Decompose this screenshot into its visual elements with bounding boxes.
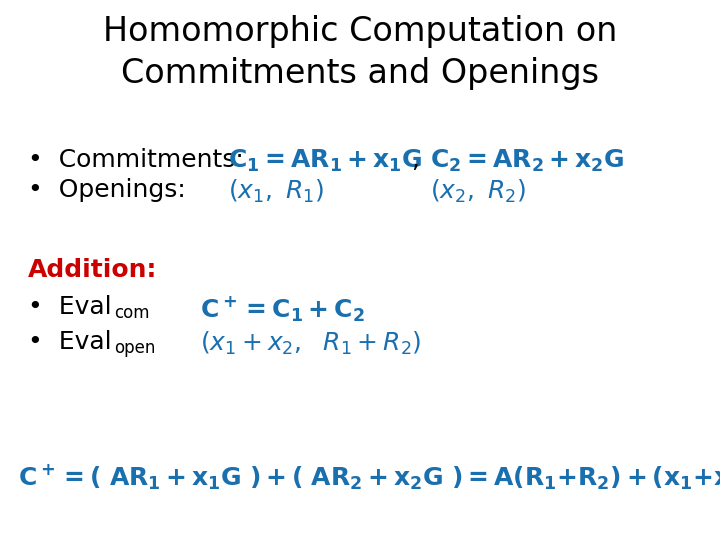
- Text: Homomorphic Computation on
Commitments and Openings: Homomorphic Computation on Commitments a…: [103, 15, 617, 90]
- Text: •  Eval: • Eval: [28, 295, 112, 319]
- Text: open: open: [114, 339, 156, 357]
- Text: $(x_1,\ R_1)$: $(x_1,\ R_1)$: [228, 178, 324, 205]
- Text: $\mathbf{C_1 = AR_1 + x_1G}$: $\mathbf{C_1 = AR_1 + x_1G}$: [228, 148, 423, 174]
- Text: $\mathbf{C^+ = (\ AR_1 + x_1G\ ) + (\ AR_2 + x_2G\ ) = A(R_1{+}R_2) + (x_1{+}x_2: $\mathbf{C^+ = (\ AR_1 + x_1G\ ) + (\ AR…: [18, 463, 720, 492]
- Text: Addition:: Addition:: [28, 258, 158, 282]
- Text: $(x_2,\ R_2)$: $(x_2,\ R_2)$: [430, 178, 526, 205]
- Text: ,: ,: [404, 148, 420, 172]
- Text: •  Eval: • Eval: [28, 330, 112, 354]
- Text: $( x_1 + x_2,\ \ R_1 + R_2)$: $( x_1 + x_2,\ \ R_1 + R_2)$: [200, 330, 421, 357]
- Text: com: com: [114, 304, 150, 322]
- Text: •  Openings:: • Openings:: [28, 178, 186, 202]
- Text: •  Commitments:: • Commitments:: [28, 148, 252, 172]
- Text: $\mathbf{C^+ = C_1 + C_2}$: $\mathbf{C^+ = C_1 + C_2}$: [200, 295, 365, 324]
- Text: $\mathbf{C_2 = AR_2 + x_2G}$: $\mathbf{C_2 = AR_2 + x_2G}$: [430, 148, 624, 174]
